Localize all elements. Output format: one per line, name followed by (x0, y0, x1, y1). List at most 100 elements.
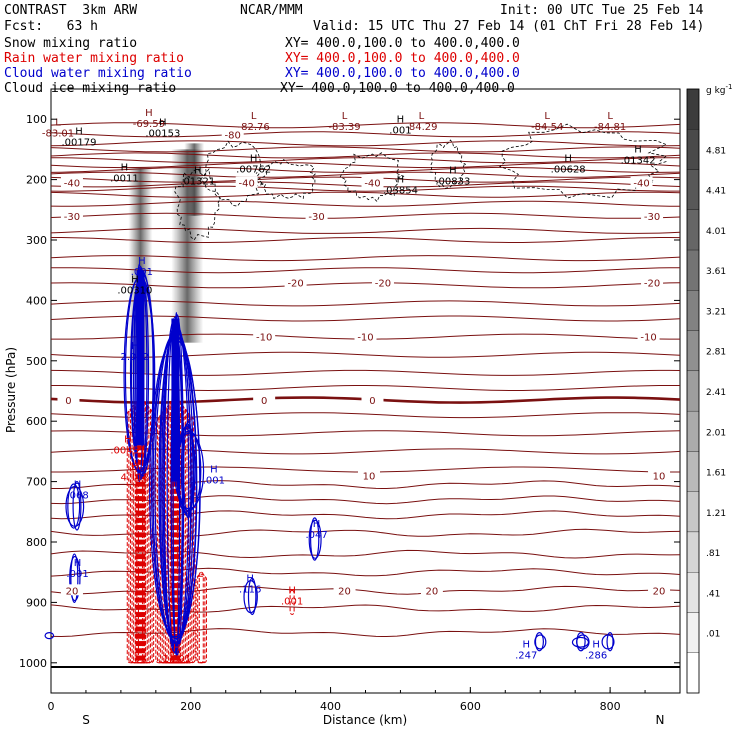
rain-core (135, 525, 146, 531)
isotherm-label-bg (420, 584, 443, 596)
isotherm-label: -10 (640, 333, 656, 344)
colorbar-label: 1.61 (706, 469, 726, 479)
isotherm-label: -40 (64, 179, 80, 190)
rain-core (135, 452, 146, 458)
extremum-value: 4.112 (121, 473, 150, 484)
rain-core (135, 503, 146, 509)
rain-core (170, 619, 181, 625)
isotherm-label-bg (221, 128, 244, 140)
isotherm-label-bg (333, 584, 356, 596)
isotherm-label-bg (648, 469, 671, 481)
y-tick-label: 900 (26, 596, 47, 609)
colorbar-label: .41 (706, 589, 720, 599)
isotherm-label: -20 (375, 278, 391, 289)
extremum-value: 1.201 (162, 654, 191, 665)
isotherm-label: 20 (338, 586, 351, 597)
colorbar-swatch (686, 410, 700, 452)
colorbar-swatch (686, 249, 700, 291)
rain-core (170, 604, 181, 610)
isotherm-label-bg (637, 330, 660, 342)
extremum-marker: H (564, 154, 572, 165)
rain-core (135, 467, 146, 473)
isotherm-line (50, 140, 681, 147)
contour-labels: -80 -40 -40 -40 -40 -30 -30 -30 -20 -20 -20 -10 -10 -… (57, 128, 671, 597)
extremum-value: .001 (131, 267, 153, 278)
isotherm-line (50, 146, 681, 153)
y-tick-label: 400 (26, 294, 47, 307)
isotherm-label: 10 (653, 472, 666, 483)
rain-contour (195, 575, 207, 664)
colorbar-swatch (686, 330, 700, 372)
extremum-value: -84.81 (594, 122, 626, 133)
ice-contour (429, 139, 467, 189)
isotherm-line (50, 255, 681, 262)
colorbar-swatch (686, 169, 700, 210)
extremum-marker: H (522, 640, 530, 651)
rain-core (135, 532, 146, 538)
rain-core (135, 633, 146, 639)
extremum-marker: L (419, 111, 425, 122)
isotherm-line (50, 369, 681, 376)
isotherm-line (51, 157, 680, 164)
rain-core (135, 604, 146, 610)
legend-rain: Rain water mixing ratio (4, 51, 185, 66)
isotherm-label: -80 (225, 130, 241, 141)
rain-core (135, 655, 146, 661)
rain-core (170, 626, 181, 632)
rain-core (170, 510, 181, 516)
extremum-marker: L (342, 111, 348, 122)
extremum-marker: H (397, 114, 405, 125)
y-tick-label: 100 (26, 113, 47, 126)
extremum-value: .001 (203, 476, 225, 487)
extremum-marker: H (145, 108, 153, 119)
rain-contour (197, 573, 206, 664)
extremum-marker: H (449, 166, 457, 177)
cloud-water-contour (247, 577, 257, 616)
rain-core (135, 583, 146, 589)
colorbar-swatch (686, 572, 700, 613)
extremum-value: .00833 (435, 177, 470, 188)
isotherm-label: -30 (644, 212, 660, 223)
isotherm-line (50, 171, 681, 178)
isotherm-line (50, 131, 681, 138)
isotherm-label: 10 (363, 472, 376, 483)
x-tick-label: 400 (320, 700, 341, 713)
isotherm-line (50, 162, 681, 169)
colorbar-swatch (686, 290, 700, 331)
rain-core (135, 641, 146, 647)
x-axis: 0 200 400 600 800 (48, 687, 681, 713)
rain-core (170, 517, 181, 523)
extremum-marker: H (173, 643, 181, 654)
y-tick-label: 600 (26, 415, 47, 428)
rain-core (135, 561, 146, 567)
isotherm-label-bg (641, 276, 664, 288)
cloud-water-contour (69, 555, 81, 602)
cloud-water-contour (72, 481, 82, 531)
cloud-water-core (171, 318, 180, 482)
isotherm-line (50, 212, 681, 219)
rain-core (135, 517, 146, 523)
x-tick-label: 0 (48, 700, 55, 713)
extremum-marker: H (246, 573, 254, 584)
isotherm-label: -10 (256, 333, 272, 344)
extrema-labels: H-69.59L-83.01L-82.76L-83.39L-84.29L-84.… (42, 108, 656, 665)
x-tick-label: 200 (180, 700, 201, 713)
rain-core (170, 532, 181, 538)
rain-core (135, 481, 146, 487)
isotherm-line (50, 300, 681, 307)
rain-core (170, 612, 181, 618)
isotherm-label-bg (253, 394, 276, 406)
colorbar-label: 2.81 (706, 348, 726, 358)
rain-core (170, 590, 181, 596)
colorbar-label: 3.21 (706, 307, 726, 317)
x-tick-label: 600 (460, 700, 481, 713)
north-label: N (656, 713, 665, 727)
extremum-value: .00179 (61, 137, 96, 148)
extremum-marker: H (159, 117, 167, 128)
extremum-marker: H (131, 341, 139, 352)
rain-core (170, 655, 181, 661)
extremum-value: .00628 (551, 165, 586, 176)
isotherm-line (51, 385, 680, 392)
extremum-marker: H (397, 175, 405, 186)
legend-snow-xy: XY= 400.0,100.0 to 400.0,400.0 (285, 36, 520, 51)
